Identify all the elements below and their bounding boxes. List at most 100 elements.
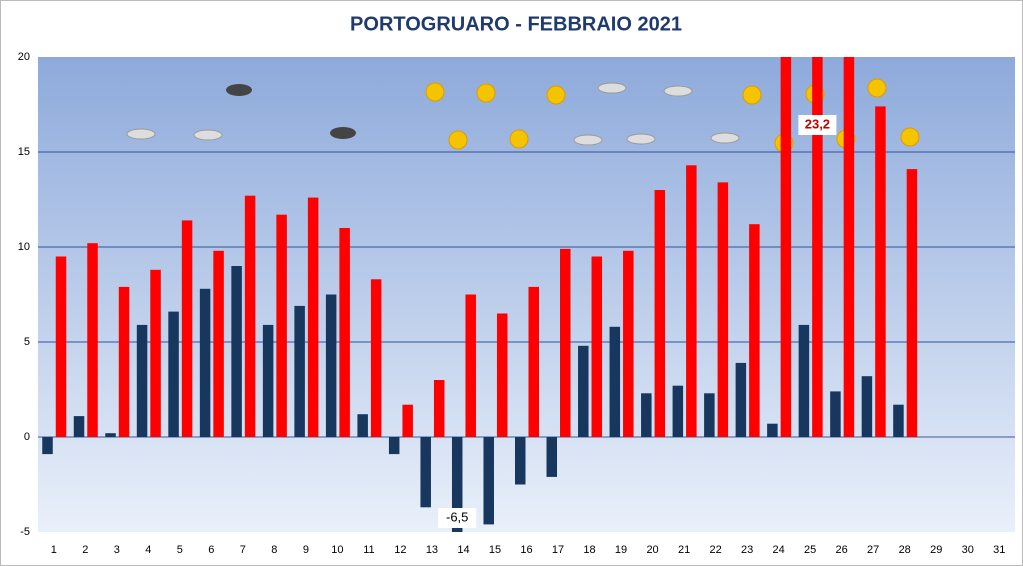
bar [465, 294, 476, 437]
x-tick-label: 1 [51, 544, 57, 556]
bar [388, 437, 400, 455]
bar [735, 362, 747, 437]
y-tick-label: 5 [24, 336, 30, 348]
bar [654, 190, 666, 437]
bar [42, 437, 53, 455]
y-tick-label: 10 [18, 241, 30, 253]
bar [483, 437, 494, 525]
x-tick-label: 2 [82, 544, 88, 556]
bar [244, 195, 256, 437]
bar [118, 286, 130, 437]
bar [704, 393, 715, 437]
x-tick-label: 29 [930, 544, 942, 556]
bar [357, 414, 368, 437]
bar [717, 182, 729, 437]
x-tick-label: 16 [520, 544, 532, 556]
x-tick-label: 8 [271, 544, 277, 556]
x-tick-label: 17 [552, 544, 564, 556]
bar [861, 376, 873, 437]
bar [451, 437, 463, 532]
x-tick-label: 21 [678, 544, 690, 556]
x-tick-label: 10 [331, 544, 343, 556]
bars [42, 57, 918, 532]
bar [843, 57, 855, 437]
bar [641, 393, 652, 437]
x-tick-label: 27 [867, 544, 879, 556]
bar [136, 324, 148, 437]
bar [875, 106, 886, 438]
bar [370, 279, 382, 437]
x-tick-label: 30 [962, 544, 974, 556]
bar [294, 305, 305, 437]
x-tick-label: 14 [457, 544, 469, 556]
bar [73, 416, 85, 437]
bar [55, 256, 67, 437]
x-tick-label: 31 [993, 544, 1005, 556]
x-tick-label: 19 [615, 544, 627, 556]
x-tick-label: 12 [394, 544, 406, 556]
bar [150, 269, 161, 437]
bar [749, 224, 760, 437]
bar [798, 324, 810, 437]
bar [276, 214, 287, 437]
bar [402, 404, 413, 437]
bar [830, 391, 841, 437]
x-tick-label: 24 [773, 544, 785, 556]
y-tick-label: -5 [20, 526, 30, 538]
x-tick-label: 26 [836, 544, 848, 556]
weather-icons [126, 78, 920, 153]
y-tick-label: 20 [18, 51, 30, 63]
bar [213, 250, 224, 437]
bar [515, 437, 526, 485]
x-tick-label: 22 [709, 544, 721, 556]
bar [591, 256, 603, 437]
x-tick-label: 18 [583, 544, 595, 556]
bar [578, 345, 589, 437]
x-tick-label: 25 [804, 544, 816, 556]
bar [672, 385, 684, 437]
bar [168, 311, 179, 437]
bar [496, 313, 508, 437]
bar [609, 326, 621, 437]
bar [105, 433, 116, 437]
bar [546, 437, 558, 477]
data-label: 23,2 [805, 116, 830, 131]
x-tick-label: 11 [363, 544, 374, 556]
x-tick-label: 15 [489, 544, 501, 556]
x-tick-label: 7 [240, 544, 246, 556]
bar [325, 294, 337, 437]
x-tick-label: 9 [303, 544, 309, 556]
bar [420, 437, 431, 508]
x-tick-label: 6 [208, 544, 214, 556]
bar [906, 169, 918, 437]
x-tick-label: 23 [741, 544, 753, 556]
x-tick-label: 5 [177, 544, 183, 556]
bar [339, 228, 350, 437]
x-tick-label: 13 [426, 544, 438, 556]
y-tick-label: 0 [24, 431, 30, 443]
data-label: -6,5 [446, 509, 468, 524]
bar [433, 380, 445, 437]
bar [87, 243, 98, 437]
bar [231, 266, 242, 437]
bar [307, 197, 319, 437]
data-label-box [798, 115, 837, 135]
bar [560, 248, 571, 437]
bar [623, 250, 634, 437]
bar [767, 423, 778, 437]
bar [686, 165, 697, 438]
bar [181, 220, 193, 437]
chart-title: PORTOGRUARO - FEBBRAIO 2021 [350, 13, 682, 35]
data-label-box [438, 508, 477, 528]
x-tick-label: 4 [145, 544, 151, 556]
bar [199, 288, 211, 437]
bar [812, 57, 823, 437]
y-tick-label: 15 [18, 146, 30, 158]
x-tick-label: 3 [114, 544, 120, 556]
bar [262, 324, 274, 437]
x-tick-label: 20 [646, 544, 658, 556]
x-tick-label: 28 [899, 544, 911, 556]
bar [893, 404, 904, 437]
bar [780, 57, 792, 437]
